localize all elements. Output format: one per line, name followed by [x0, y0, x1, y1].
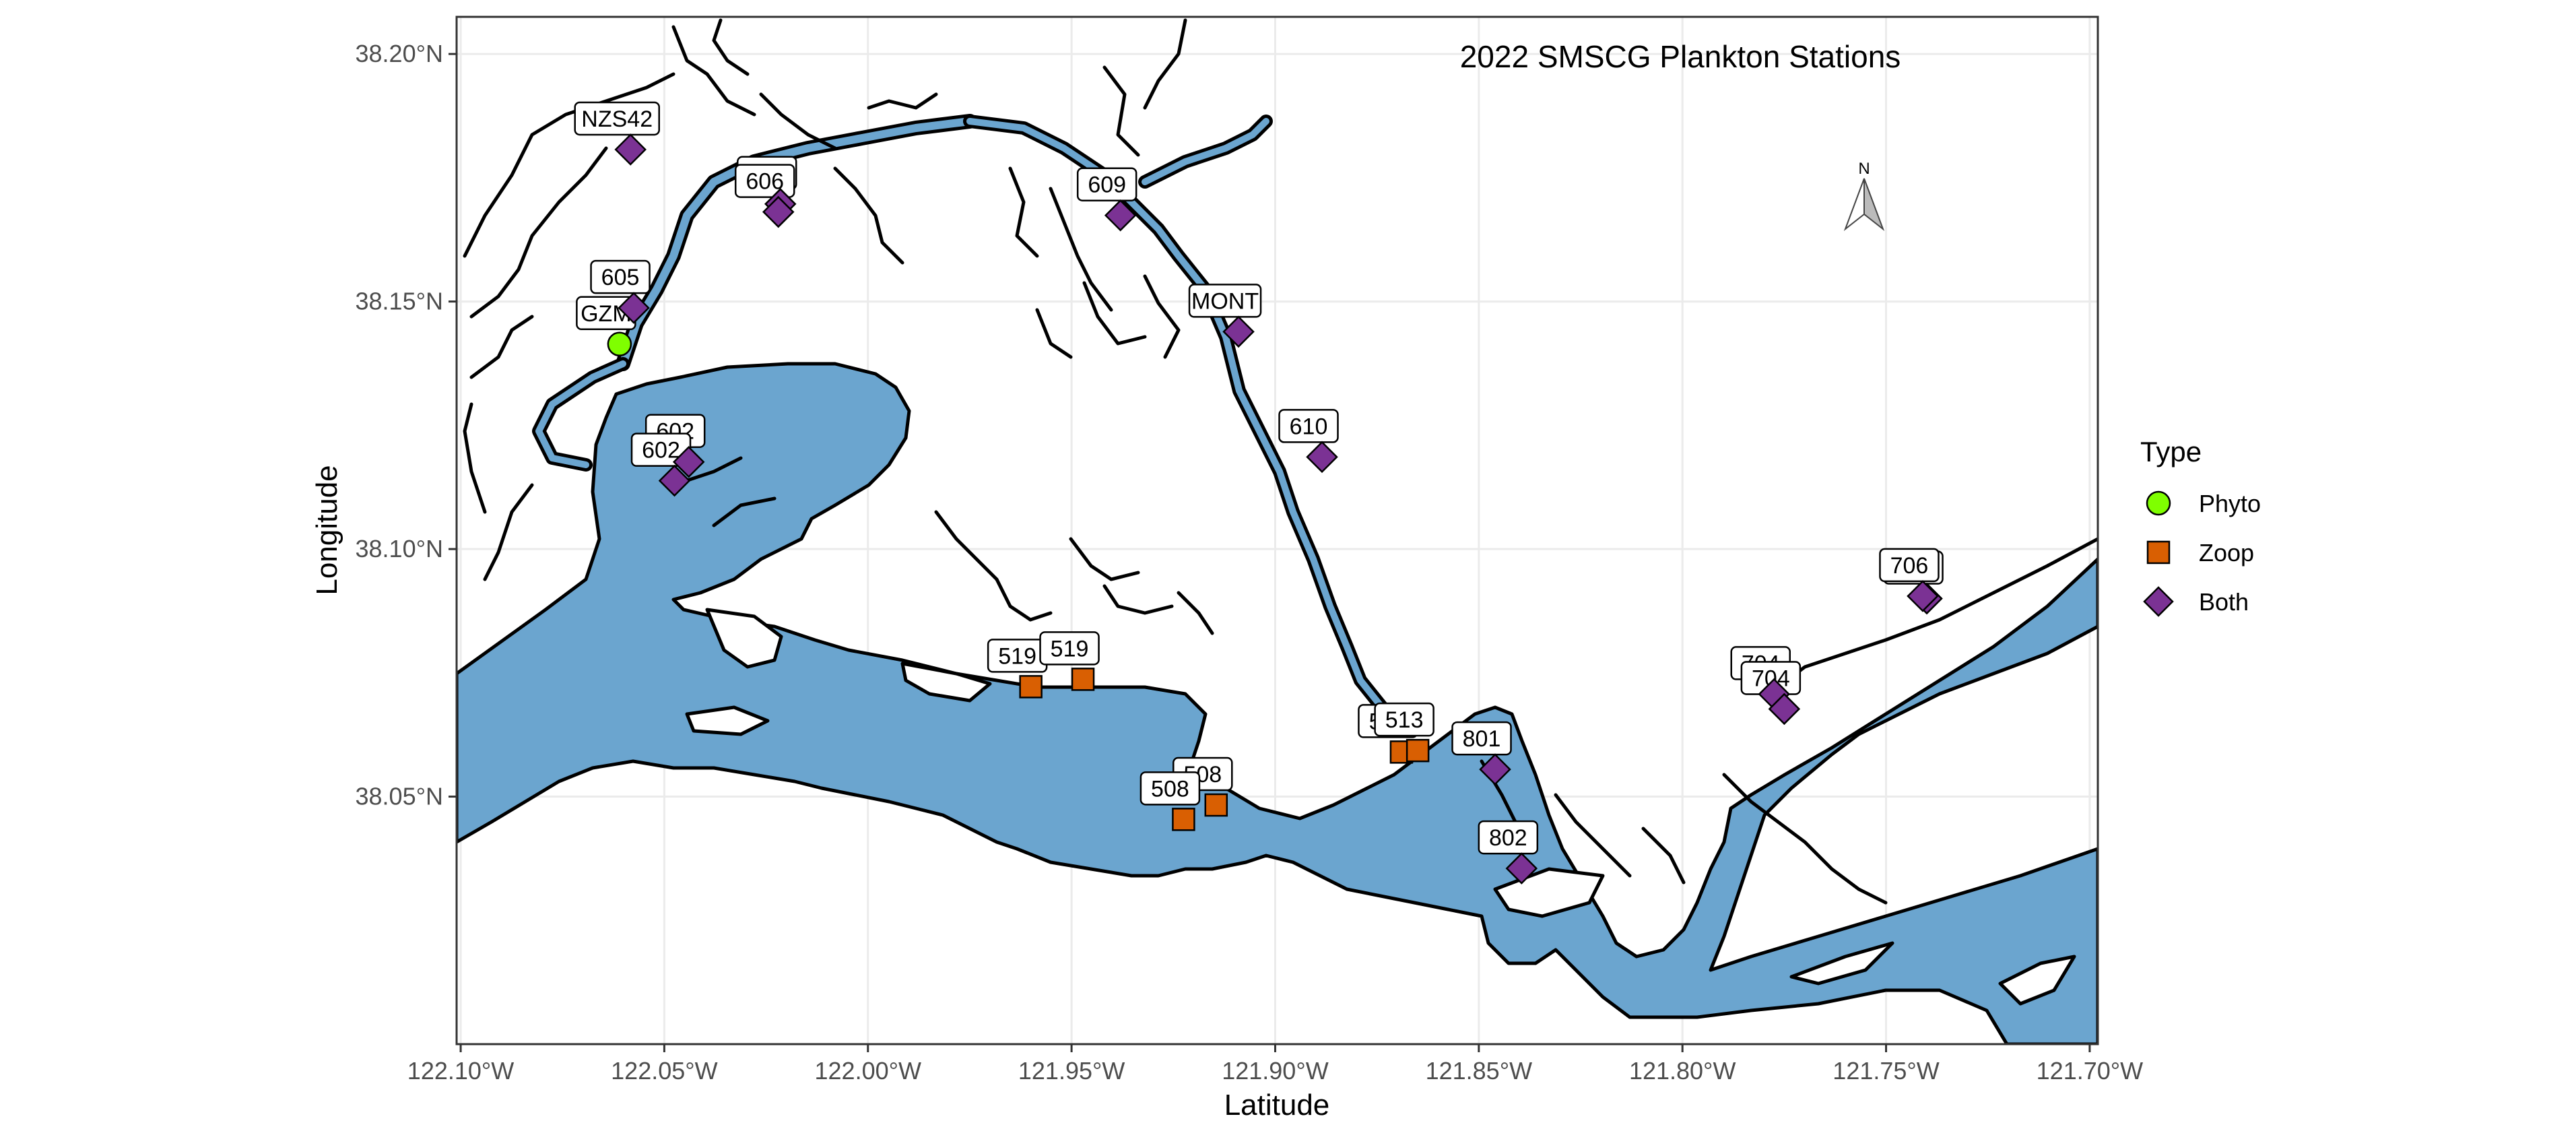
station-label-box	[1188, 284, 1262, 318]
legend-title: Type	[2140, 436, 2202, 468]
legend-item-zoop: Zoop	[2146, 539, 2254, 567]
station-label-box	[1374, 702, 1434, 737]
station-marker-zoop	[1406, 738, 1430, 763]
station-marker-zoop	[1019, 675, 1043, 699]
left-channel-water	[535, 360, 626, 468]
station-label: 519	[998, 643, 1036, 669]
y-axis: 38.05°N 38.10°N 38.15°N 38.20°N	[356, 40, 457, 810]
stations-layer: NZS42606606609605GZMMONT6026026107067065…	[574, 101, 1944, 884]
station-label-box	[574, 101, 660, 136]
y-tick-label: 38.05°N	[356, 783, 443, 810]
x-tick-label: 121.85°W	[1426, 1057, 1533, 1085]
station-label-box	[1076, 167, 1137, 201]
legend-phyto-circle-icon	[2146, 490, 2171, 516]
x-tick-label: 121.90°W	[1222, 1057, 1329, 1085]
station-marker-both	[618, 292, 650, 324]
y-tick-label: 38.20°N	[356, 40, 443, 67]
station-markers	[607, 133, 1943, 884]
north-arrow-label: N	[1858, 160, 1870, 178]
station-marker-both	[1768, 693, 1801, 726]
station-label: NZS42	[581, 106, 653, 132]
x-axis: 122.10°W 122.05°W 122.00°W 121.95°W 121.90°W…	[407, 1044, 2143, 1085]
x-tick-label: 121.80°W	[1629, 1057, 1736, 1085]
station-marker-both	[1222, 315, 1255, 348]
y-tick-label: 38.10°N	[356, 535, 443, 562]
legend-zoop-square-icon	[2146, 540, 2171, 565]
station-label-box	[590, 259, 651, 294]
station-marker-both	[762, 195, 795, 228]
station-marker-both	[658, 464, 691, 497]
station-marker-both	[1104, 199, 1137, 232]
nurse-slough-water	[1142, 118, 1269, 185]
map-panel-border	[455, 15, 2099, 1045]
water-and-shoreline	[457, 18, 2098, 1044]
station-marker-phyto	[607, 331, 632, 357]
suisun-slough-water	[619, 117, 974, 368]
station-label: 610	[1290, 414, 1328, 439]
station-label: 605	[601, 265, 640, 290]
legend-item-phyto: Phyto	[2146, 490, 2261, 517]
station-marker-both	[1479, 753, 1511, 785]
legend-label-zoop: Zoop	[2199, 539, 2254, 567]
station-labels: NZS42606606609605GZMMONT6026026107067065…	[574, 101, 1944, 855]
north-arrow-icon: N	[1843, 160, 1885, 231]
x-tick-label: 121.75°W	[1832, 1057, 1940, 1085]
legend-both-diamond-icon	[2143, 586, 2174, 617]
station-label: MONT	[1191, 288, 1259, 314]
station-marker-zoop	[1071, 668, 1095, 691]
station-label: 606	[746, 169, 784, 195]
island-5	[1789, 941, 1894, 986]
station-label: 706	[1890, 553, 1929, 579]
legend-label-phyto: Phyto	[2199, 490, 2261, 517]
station-marker-both	[1505, 852, 1538, 884]
x-tick-label: 122.05°W	[611, 1057, 718, 1085]
station-label-box	[1478, 820, 1539, 855]
station-label: 802	[1489, 825, 1527, 851]
island-2	[685, 705, 770, 736]
x-tick-label: 122.00°W	[815, 1057, 922, 1085]
island-6	[1998, 955, 2076, 1006]
station-label: 519	[1051, 636, 1089, 662]
station-label: 508	[1151, 776, 1189, 802]
station-label-box	[1278, 409, 1339, 443]
station-label-box	[1039, 631, 1100, 666]
station-label: 609	[1088, 172, 1126, 198]
station-label-box	[1879, 548, 1940, 583]
station-marker-both	[1306, 441, 1338, 474]
station-marker-zoop	[1204, 793, 1228, 817]
map-title: 2022 SMSCG Plankton Stations	[1460, 39, 1901, 74]
y-axis-title: Longitude	[310, 465, 343, 595]
station-marker-both	[672, 445, 705, 478]
legend: Type Phyto Zoop Both	[2140, 436, 2261, 617]
x-axis-title: Latitude	[1224, 1089, 1330, 1122]
station-marker-both	[614, 133, 647, 166]
y-tick-label: 38.15°N	[356, 288, 443, 315]
station-label-box	[1451, 721, 1512, 756]
legend-label-both: Both	[2199, 588, 2249, 616]
suisun-bay-water	[457, 362, 2098, 1044]
island-1	[705, 608, 783, 669]
legend-item-both: Both	[2143, 586, 2249, 617]
station-label: 513	[1385, 707, 1424, 733]
island-3	[900, 662, 992, 703]
station-marker-both	[1907, 580, 1939, 612]
station-label: 801	[1463, 726, 1501, 752]
station-label: 602	[642, 438, 680, 463]
marsh-shorelines	[463, 18, 2098, 905]
x-tick-label: 122.10°W	[407, 1057, 515, 1085]
x-tick-label: 121.70°W	[2037, 1057, 2144, 1085]
station-label-box	[1140, 771, 1201, 806]
station-marker-zoop	[1172, 808, 1195, 831]
x-tick-label: 121.95°W	[1018, 1057, 1125, 1085]
